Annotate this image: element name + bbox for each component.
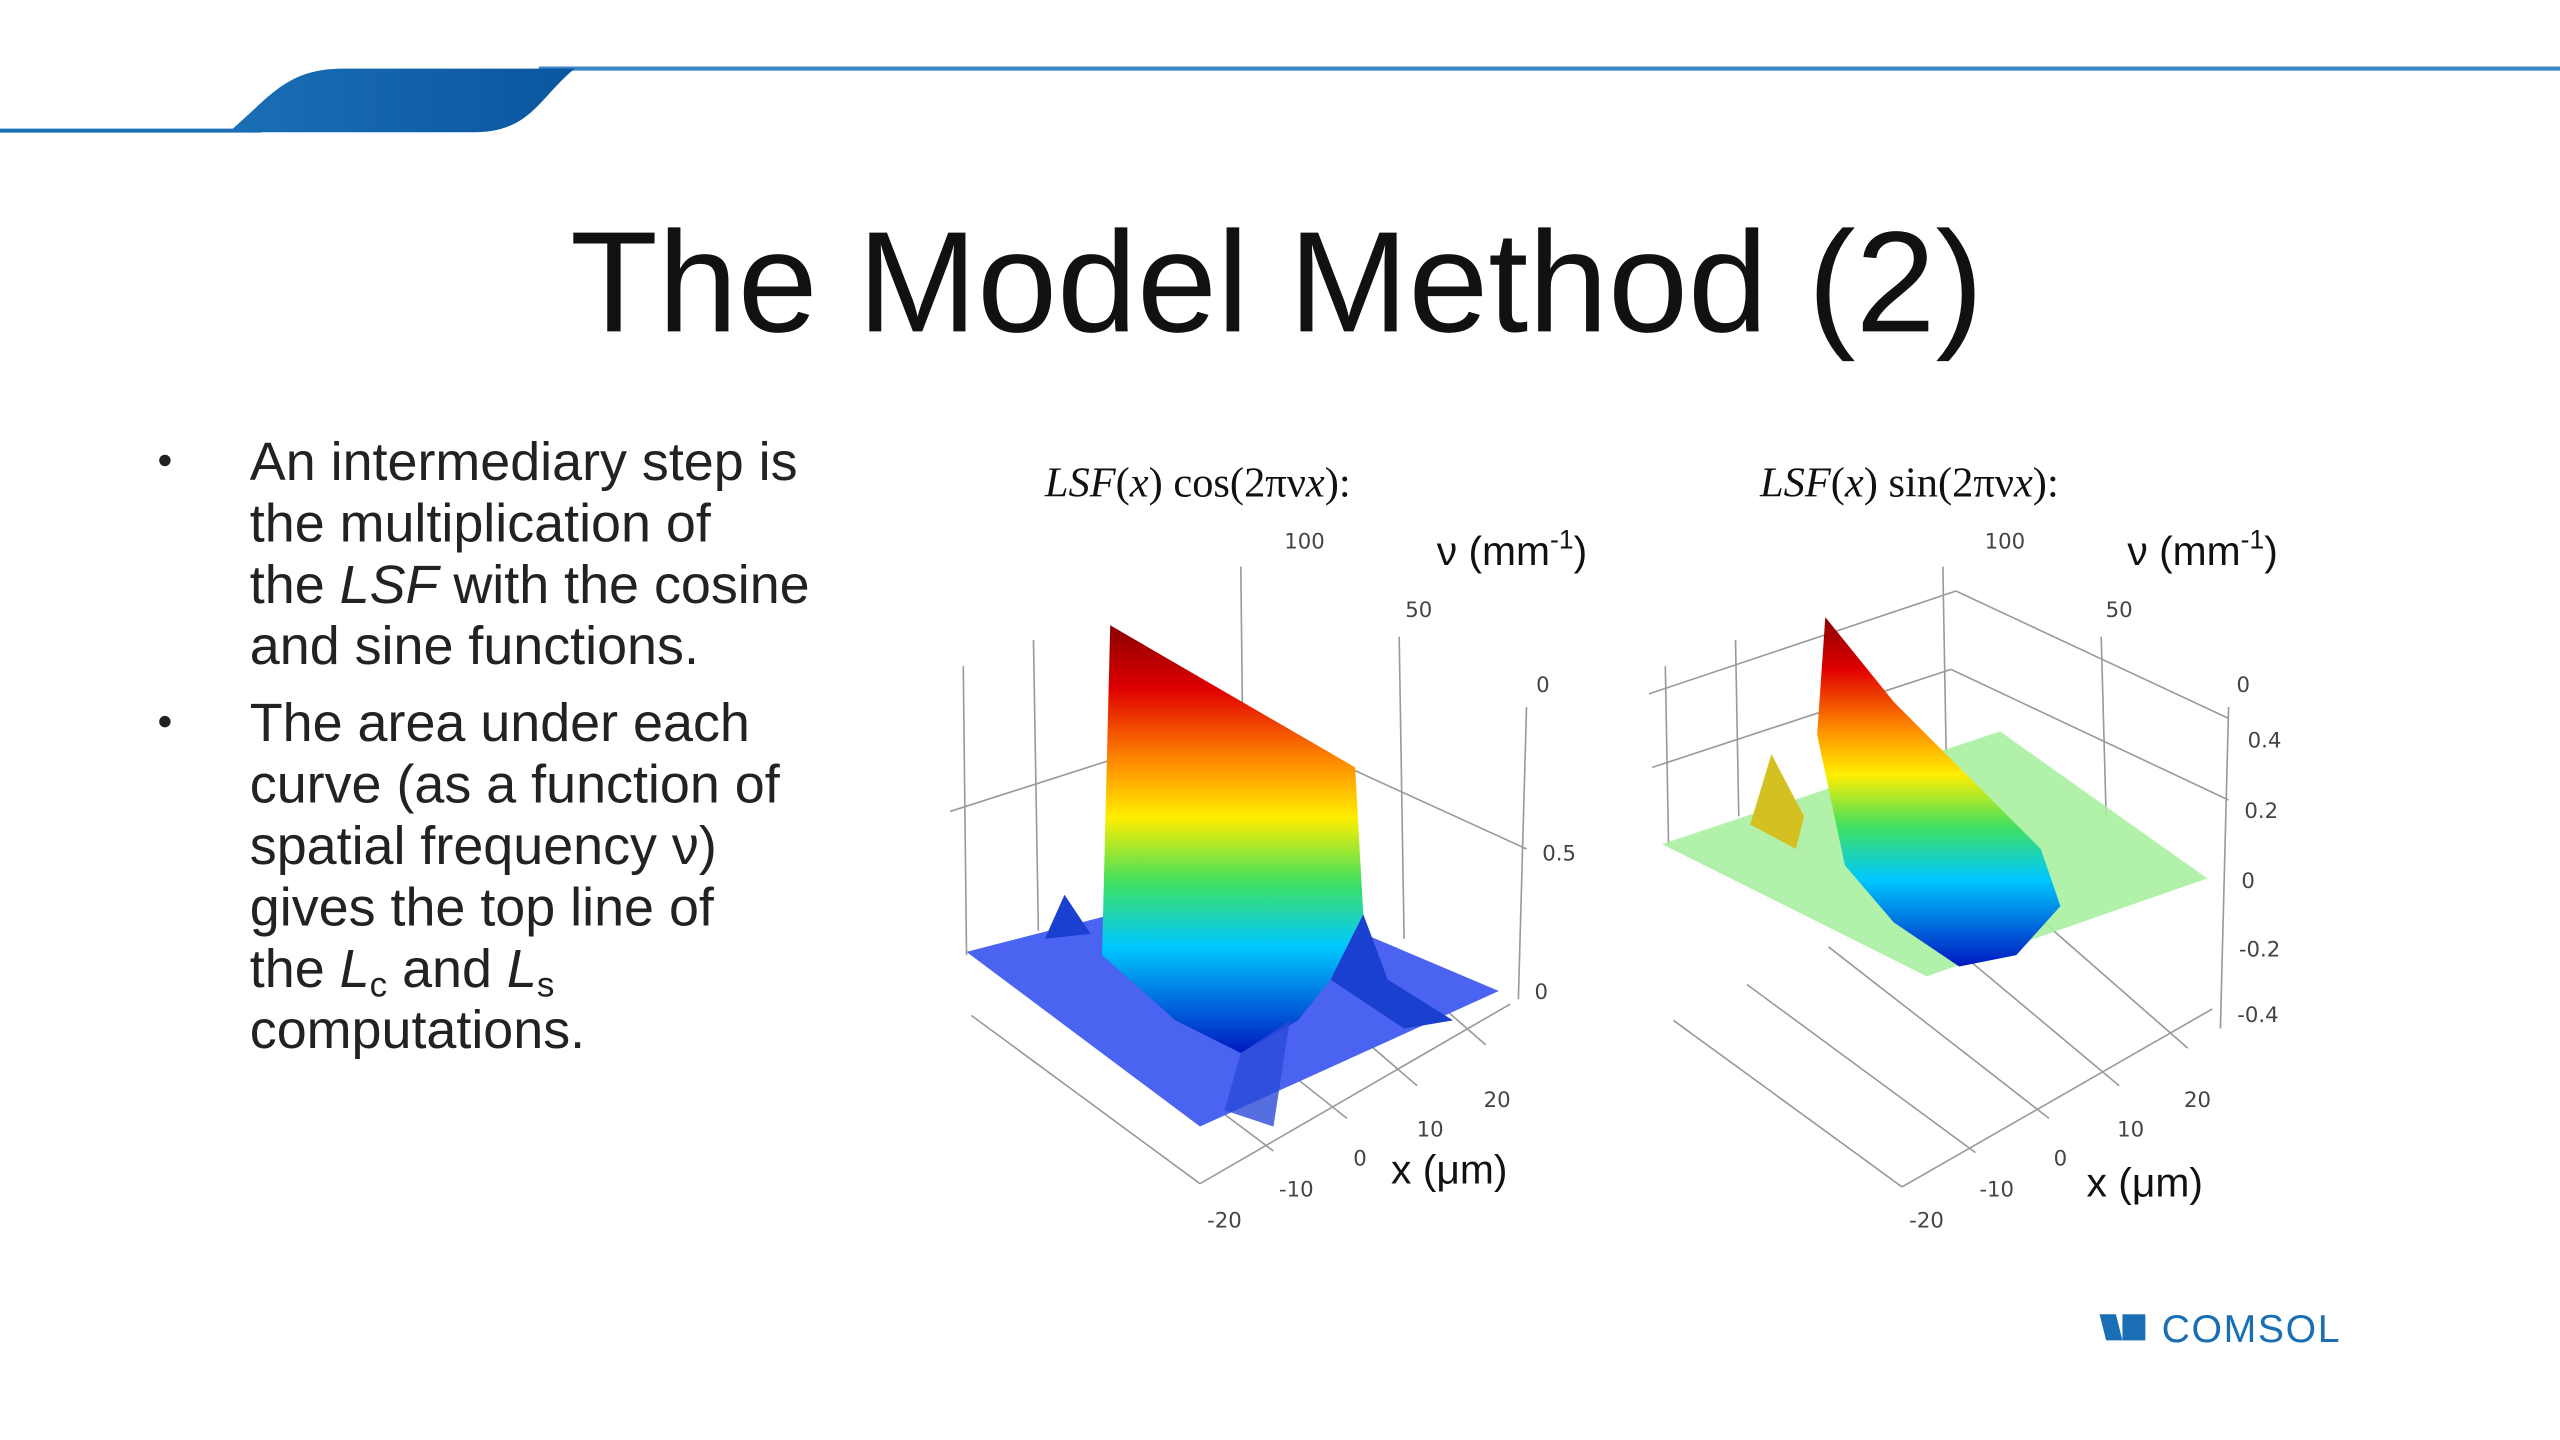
bullet-line: gives the top line of <box>250 877 715 937</box>
text-run: L <box>340 939 370 999</box>
text-run: x <box>1305 459 1325 506</box>
bullet-line: and sine functions. <box>250 616 699 676</box>
text-run: computations. <box>250 1000 585 1060</box>
text-run: and sine functions. <box>250 616 699 676</box>
text-run: An intermediary step is <box>250 432 798 492</box>
text-run: the <box>250 939 340 999</box>
axis-label: ν (mm-1) <box>1437 525 1587 574</box>
text-run: x (μm) <box>2087 1160 2203 1206</box>
text-run: curve (as a function of <box>250 755 781 815</box>
text-run: gives the top line of <box>250 877 715 937</box>
bullet-line: computations. <box>250 1000 585 1060</box>
tick-label: 0.4 <box>2248 729 2282 754</box>
text-run: LSF <box>340 555 442 615</box>
text-run: x <box>2013 459 2033 506</box>
tick-label: -0.4 <box>2237 1003 2278 1028</box>
tick-label: 100 <box>1985 530 2026 555</box>
bullet-dot <box>159 454 171 467</box>
tick-label: -10 <box>1979 1178 2014 1203</box>
axis-label: ν (mm-1) <box>2127 525 2277 574</box>
text-run: the <box>250 555 340 615</box>
tick-label: 20 <box>2184 1088 2211 1113</box>
bullet-line: The area under each <box>250 693 750 753</box>
text-run: ) sin(2πν <box>1864 459 2014 506</box>
tick-label: -20 <box>1909 1209 1944 1234</box>
text-run: and <box>387 939 507 999</box>
text-run: spatial frequency ν) <box>250 816 717 876</box>
text-run: ( <box>1116 459 1130 506</box>
tick-label: -0.2 <box>2239 938 2280 963</box>
tick-label: 0 <box>1536 673 1550 698</box>
bullet-line: spatial frequency ν) <box>250 816 717 876</box>
bullet-line: the multiplication of <box>250 493 712 553</box>
tick-label: 50 <box>1405 598 1432 623</box>
top-band <box>0 66 2560 133</box>
plot-title: LSF(x) sin(2πνx): <box>1759 459 2059 506</box>
tick-label: -20 <box>1207 1209 1242 1234</box>
tick-label: 0 <box>1353 1147 1367 1172</box>
text-run: the multiplication of <box>250 493 712 553</box>
bullet-line: the Lc and Ls <box>250 939 555 1005</box>
text-run: LSF <box>1759 459 1832 506</box>
bullet-line: An intermediary step is <box>250 432 798 492</box>
tick-label: 100 <box>1284 530 1325 555</box>
text-run: c <box>370 966 388 1005</box>
tick-label: 20 <box>1484 1088 1511 1113</box>
text-run: x <box>1844 459 1864 506</box>
bullet-line: curve (as a function of <box>250 755 781 815</box>
tick-label: 10 <box>2117 1117 2144 1142</box>
logo-text: COMSOL <box>2162 1308 2342 1351</box>
slide-title: The Model Method (2) <box>570 202 1983 362</box>
text-run: ): <box>1325 459 1351 506</box>
bullet-line: the LSF with the cosine <box>250 555 810 615</box>
plot-sin <box>1648 566 2230 1188</box>
tick-label: 0.2 <box>2244 799 2278 824</box>
tick-label: -10 <box>1279 1178 1314 1203</box>
text-run: The area under each <box>250 693 750 753</box>
plot-title: LSF(x) cos(2πνx): <box>1044 459 1351 506</box>
bullet-dot <box>159 715 171 728</box>
text-run: L <box>507 939 537 999</box>
text-run: ) <box>1574 528 1588 574</box>
text-run: s <box>537 966 555 1005</box>
text-run: ν (mm <box>2127 528 2240 574</box>
tick-label: 0 <box>1534 980 1548 1005</box>
tick-label: 0 <box>2241 869 2255 894</box>
plot-labels: LSF(x) cos(2πνx):ν (mm-1)x (μm)1005000.5… <box>1044 459 2281 1233</box>
text-run: ν (mm <box>1437 528 1550 574</box>
plot-cos <box>949 566 1528 1185</box>
text-run: ) <box>2264 528 2278 574</box>
axis-label: x (μm) <box>2087 1160 2203 1206</box>
text-run: x <box>1129 459 1149 506</box>
text-run: x (μm) <box>1391 1147 1507 1193</box>
text-run: -1 <box>1550 525 1574 555</box>
text-run: -1 <box>2241 525 2265 555</box>
axis-label: x (μm) <box>1391 1147 1507 1193</box>
text-run: with the cosine <box>438 555 809 615</box>
tick-label: 50 <box>2106 598 2133 623</box>
logo: COMSOL <box>2099 1308 2342 1351</box>
text-run: LSF <box>1044 459 1117 506</box>
tick-label: 10 <box>1417 1117 1444 1142</box>
tick-label: 0 <box>2237 673 2251 698</box>
text-run: ( <box>1831 459 1845 506</box>
text-run: ): <box>2033 459 2059 506</box>
tick-label: 0 <box>2054 1147 2068 1172</box>
tick-label: 0.5 <box>1542 841 1576 866</box>
text-run: ) cos(2πν <box>1149 459 1306 506</box>
